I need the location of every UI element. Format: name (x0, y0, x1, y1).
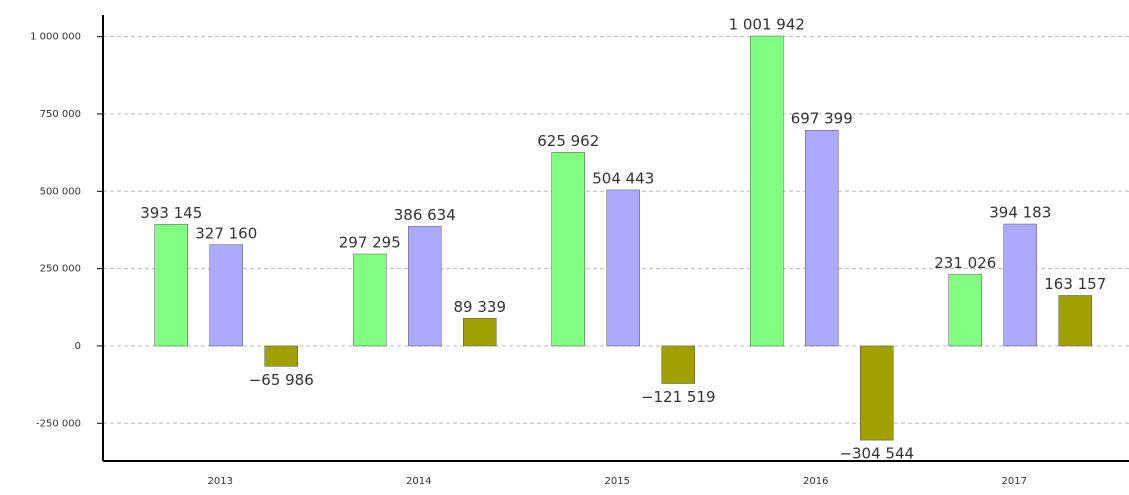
y-tick-label: -250 000 (36, 418, 81, 429)
value-label: 625 962 (537, 132, 599, 150)
value-label: 1 001 942 (729, 16, 805, 34)
bar (408, 226, 442, 347)
bar (209, 244, 243, 347)
value-label: 297 295 (339, 233, 401, 251)
x-tick-label: 2017 (1002, 476, 1027, 487)
bar (463, 318, 497, 347)
y-tick-label: 250 000 (40, 264, 81, 275)
value-label: 386 634 (394, 206, 456, 224)
bar (551, 152, 585, 347)
x-tick-label: 2013 (208, 476, 233, 487)
bar (353, 253, 387, 347)
value-label: 231 026 (934, 254, 996, 272)
value-label: 394 183 (989, 204, 1051, 222)
bar (661, 345, 695, 384)
y-tick-label: 750 000 (40, 109, 81, 120)
bar (1003, 223, 1037, 347)
bar (1058, 295, 1092, 347)
bar (805, 129, 839, 347)
value-label: 697 399 (791, 110, 853, 128)
x-tick-label: 2016 (803, 476, 828, 487)
value-label: −65 986 (249, 371, 314, 389)
value-label: 163 157 (1044, 275, 1106, 293)
value-label: 504 443 (592, 169, 654, 187)
bar (948, 274, 982, 347)
y-tick-label: 500 000 (40, 186, 81, 197)
bar (750, 35, 784, 347)
x-tick-label: 2015 (605, 476, 630, 487)
x-tick-label: 2014 (406, 476, 431, 487)
value-label: 393 145 (140, 204, 202, 222)
value-label: 89 339 (454, 298, 507, 316)
bar (860, 345, 894, 441)
value-label: −304 544 (839, 445, 914, 463)
value-label: 327 160 (195, 224, 257, 242)
value-label: −121 519 (641, 388, 716, 406)
y-tick-label: 0 (75, 341, 81, 352)
bar (154, 224, 188, 347)
y-tick-label: 1 000 000 (30, 32, 81, 43)
bar (264, 345, 298, 367)
bar (606, 189, 640, 347)
